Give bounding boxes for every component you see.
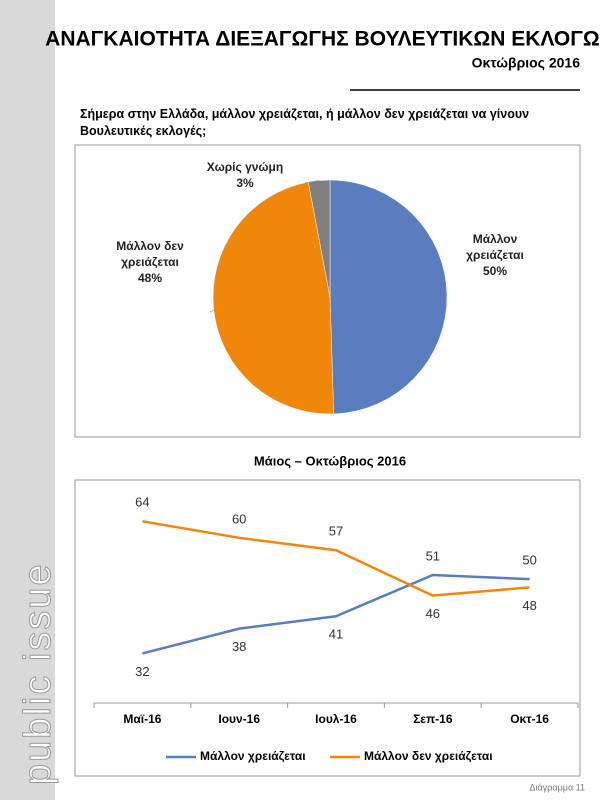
data-label: 32 <box>135 664 149 679</box>
line-title: Μάιος – Οκτώβριος 2016 <box>254 453 406 468</box>
pie-frame <box>74 144 581 438</box>
data-label: 50 <box>522 553 536 568</box>
pie-value-label: 50% <box>482 264 508 278</box>
pie-value-label: 3% <box>236 176 254 190</box>
data-label: 64 <box>135 495 149 510</box>
pie-label: Μάλλον δεν χρειάζεται 48% <box>105 238 195 286</box>
line-series <box>142 520 530 597</box>
page-title: ΑΝΑΓΚΑΙΟΤΗΤΑ ΔΙΕΞΑΓΩΓΗΣ ΒΟΥΛΕΥΤΙΚΩΝ ΕΚΛΟ… <box>45 28 600 51</box>
data-label: 48 <box>522 598 536 613</box>
x-tick-label: Ιουλ-16 <box>315 712 357 726</box>
data-label: 57 <box>329 524 343 539</box>
pie-label: Μάλλον χρειάζεται 50% <box>450 231 540 279</box>
leader-line <box>304 180 320 184</box>
x-tick-label: Μαϊ-16 <box>123 712 161 726</box>
pie-title: Σήμερα στην Ελλάδα, μάλλον χρειάζεται, ή… <box>80 107 530 138</box>
pie-slice <box>212 181 334 415</box>
data-label: 41 <box>329 627 343 642</box>
leader-line <box>209 309 214 313</box>
x-tick-label: Οκτ-16 <box>510 712 549 726</box>
data-label: 51 <box>426 548 440 563</box>
sidebar <box>0 0 55 800</box>
brand: public issue <box>17 562 59 785</box>
data-label: 38 <box>232 639 246 654</box>
pie-slice <box>329 179 448 415</box>
data-label: 60 <box>232 511 246 526</box>
line-series <box>142 573 530 655</box>
page-subtitle: Οκτώβριος 2016 <box>472 55 581 71</box>
line-frame <box>74 479 581 777</box>
x-tick-label: Ιουν-16 <box>218 712 260 726</box>
pie-category: Μάλλον χρειάζεται <box>466 232 524 262</box>
legend-label: Μάλλον χρειάζεται <box>200 749 306 763</box>
legend-label: Μάλλον δεν χρειάζεται <box>364 749 493 763</box>
footer: Διάγραμμα 11 <box>530 782 585 792</box>
pie-category: Μάλλον δεν χρειάζεται <box>116 239 184 269</box>
pie-category: Χωρίς γνώμη <box>206 160 284 174</box>
pie-value-label: 48% <box>137 271 163 285</box>
data-label: 46 <box>426 606 440 621</box>
x-tick-label: Σεπ-16 <box>413 712 453 726</box>
pie-label: Χωρίς γνώμη 3% <box>200 159 290 191</box>
